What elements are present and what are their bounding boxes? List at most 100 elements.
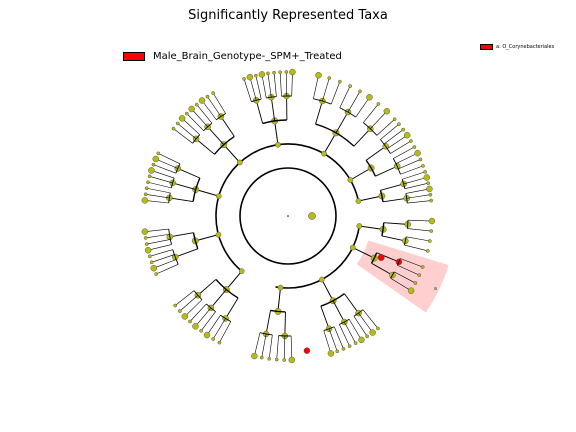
- branch-edge: [274, 120, 279, 145]
- branch-edge: [313, 75, 319, 99]
- branch-edge: [376, 119, 395, 136]
- branch-edge: [172, 182, 196, 190]
- genus-node: [198, 97, 206, 104]
- genus-node: [267, 356, 272, 361]
- genus-node: [327, 76, 332, 80]
- genus-node: [376, 326, 380, 331]
- genus-node: [242, 77, 246, 81]
- genus-arc: [172, 249, 179, 265]
- branch-edge: [333, 326, 344, 349]
- branch-edge: [276, 335, 279, 360]
- branch-edge: [145, 233, 170, 239]
- genus-node: [199, 328, 203, 333]
- branch-edge: [406, 194, 431, 199]
- genus-node: [284, 70, 289, 74]
- branch-edge: [196, 104, 213, 124]
- genus-node: [427, 239, 432, 243]
- genus-node: [392, 117, 397, 122]
- genus-node: [150, 264, 158, 272]
- clade-legend: a: O_Corynebacteriales: [480, 44, 554, 50]
- class-node: [347, 177, 354, 183]
- branch-edge: [315, 100, 323, 125]
- branch-edge: [339, 324, 350, 347]
- class-node: [318, 276, 325, 283]
- genus-node: [173, 303, 178, 308]
- branch-edge: [380, 183, 404, 191]
- genus-node: [289, 68, 296, 76]
- genus-node: [259, 355, 264, 360]
- branch-edge: [323, 132, 337, 154]
- genus-node: [211, 337, 215, 341]
- genus-node: [192, 323, 199, 330]
- branch-edge: [201, 100, 217, 120]
- branch-edge: [383, 222, 408, 225]
- enriched-node: [377, 254, 385, 261]
- branch-edge: [402, 171, 426, 180]
- genus-node: [407, 287, 415, 294]
- genus-node: [205, 94, 210, 99]
- branch-edge: [254, 332, 261, 357]
- clade-legend-swatch: [480, 44, 493, 50]
- family-arc: [365, 159, 376, 177]
- genus-node: [143, 192, 148, 197]
- genus-node: [376, 102, 381, 106]
- class-node: [238, 268, 245, 275]
- genus-arc: [259, 332, 273, 336]
- genus-arc: [406, 220, 409, 229]
- genus-node: [348, 84, 352, 88]
- class-node: [236, 159, 243, 166]
- genus-arc: [363, 122, 378, 136]
- branch-edge: [169, 232, 194, 238]
- family-arc: [270, 309, 286, 313]
- branch-edge: [290, 335, 293, 360]
- branch-edge: [323, 330, 332, 354]
- branch-edge: [144, 200, 169, 204]
- genus-node: [358, 89, 362, 94]
- branch-edge: [397, 265, 420, 276]
- class-arc: [215, 143, 360, 272]
- phylum-node: [308, 212, 316, 220]
- branch-edge: [363, 103, 379, 123]
- genus-node: [426, 185, 433, 193]
- branch-edge: [284, 311, 286, 336]
- class-arc: [275, 225, 361, 289]
- branch-edge: [390, 277, 412, 291]
- genus-node: [156, 151, 161, 156]
- branch-edge: [255, 100, 264, 124]
- branch-edge: [387, 134, 408, 149]
- class-legend: Male_Brain_Genotype-_SPM+_Treated: [123, 51, 342, 62]
- class-node: [321, 150, 327, 157]
- genus-node: [420, 265, 425, 269]
- genus-node: [282, 358, 287, 362]
- genus-node: [347, 344, 352, 349]
- genus-node: [409, 139, 413, 143]
- genus-node: [254, 73, 258, 78]
- branch-edge: [359, 225, 384, 230]
- genus-node: [251, 352, 258, 360]
- genus-node: [426, 181, 431, 186]
- branch-edge: [381, 235, 406, 242]
- branch-edge: [200, 311, 216, 332]
- genus-node: [365, 334, 369, 339]
- branch-edge: [277, 287, 281, 312]
- branch-edge: [146, 187, 171, 194]
- genus-node: [315, 72, 322, 79]
- branch-edge: [261, 333, 267, 358]
- genus-node: [288, 356, 296, 364]
- genus-node: [151, 162, 156, 167]
- branch-edge: [268, 334, 273, 359]
- genus-node: [152, 155, 160, 163]
- branch-edge: [407, 228, 432, 232]
- branch-edge: [347, 91, 361, 113]
- branch-edge: [151, 170, 175, 179]
- genus-node: [428, 217, 436, 225]
- branch-edge: [380, 123, 400, 140]
- branch-edge: [320, 306, 330, 329]
- class-node: [275, 141, 281, 148]
- genus-arc: [397, 258, 401, 266]
- class-node: [355, 198, 362, 204]
- branch-edge: [177, 123, 197, 140]
- genus-node: [143, 236, 148, 240]
- genus-node: [272, 70, 276, 75]
- branch-edge: [195, 234, 219, 242]
